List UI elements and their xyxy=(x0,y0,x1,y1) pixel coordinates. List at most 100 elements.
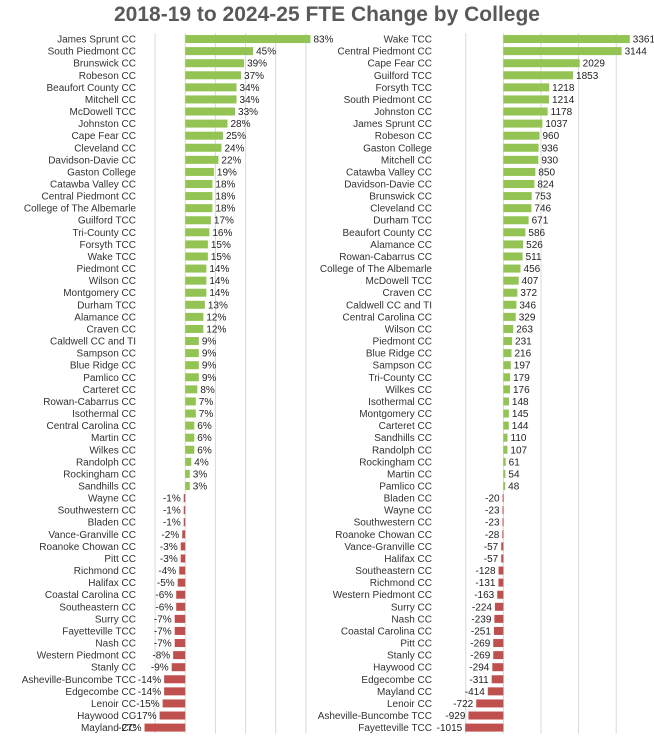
category-label: Surry CC xyxy=(391,602,432,613)
data-label: -9% xyxy=(151,663,169,674)
bar xyxy=(183,506,186,515)
bar xyxy=(183,494,186,503)
data-label: 34% xyxy=(240,83,260,94)
data-label: -14% xyxy=(138,687,161,698)
bar xyxy=(497,590,504,599)
category-label: Caldwell CC and TI xyxy=(50,337,136,348)
bar xyxy=(503,143,539,152)
bar xyxy=(503,324,514,333)
category-label: Davidson-Davie CC xyxy=(48,155,136,166)
category-label: Halifax CC xyxy=(88,578,136,589)
category-label: Alamance CC xyxy=(74,312,136,323)
bar xyxy=(503,119,543,128)
data-label: -929 xyxy=(445,711,465,722)
category-label: McDowell TCC xyxy=(70,107,137,118)
data-label: -20 xyxy=(485,494,500,505)
data-label: 3% xyxy=(193,482,208,493)
bar xyxy=(164,687,186,696)
category-label: Lenoir CC xyxy=(91,699,136,710)
data-label: 14% xyxy=(209,288,229,299)
category-label: Bladen CC xyxy=(88,518,136,529)
category-label: Brunswick CC xyxy=(73,59,136,70)
data-label: 83% xyxy=(313,35,333,46)
bar xyxy=(185,59,245,68)
bar xyxy=(185,143,222,152)
category-label: South Piedmont CC xyxy=(48,47,136,58)
category-label: Pamlico CC xyxy=(379,482,432,493)
data-label: 61 xyxy=(509,457,521,468)
bar xyxy=(159,711,186,720)
bar xyxy=(185,337,199,346)
category-label: Wilkes CC xyxy=(385,385,432,396)
data-label: 48 xyxy=(508,482,520,493)
data-label: 110 xyxy=(511,433,527,444)
data-label: 824 xyxy=(537,180,554,191)
category-label: Robeson CC xyxy=(375,131,432,142)
data-label: 37% xyxy=(244,71,264,82)
bar xyxy=(180,554,186,563)
data-label: 18% xyxy=(215,204,235,215)
category-label: Halifax CC xyxy=(384,554,432,565)
data-label: 15% xyxy=(211,252,231,263)
category-label: Southeastern CC xyxy=(59,602,136,613)
category-label: Wilson CC xyxy=(385,324,432,335)
category-label: Craven CC xyxy=(87,324,136,335)
bar xyxy=(162,699,186,708)
bar xyxy=(465,723,504,732)
data-label: 1218 xyxy=(552,83,575,94)
bar xyxy=(185,445,195,454)
data-label: 24% xyxy=(224,143,244,154)
category-label: College of The Albemarle xyxy=(24,204,137,215)
bar xyxy=(185,167,214,176)
data-label: 107 xyxy=(510,445,527,456)
category-label: South Piedmont CC xyxy=(344,95,432,106)
data-label: 39% xyxy=(247,59,267,70)
data-label: 33% xyxy=(238,107,258,118)
data-label: -163 xyxy=(474,590,494,601)
bar xyxy=(185,324,204,333)
bar xyxy=(144,723,186,732)
bar xyxy=(182,530,186,539)
category-label: Caldwell CC and TI xyxy=(346,300,432,311)
category-label: Wayne CC xyxy=(88,494,136,505)
data-label: -4% xyxy=(158,566,176,577)
data-label: 176 xyxy=(513,385,530,396)
category-label: Cape Fear CC xyxy=(368,59,432,70)
category-label: Rowan-Cabarrus CC xyxy=(339,252,432,263)
data-label: 2029 xyxy=(583,59,606,70)
data-label: 6% xyxy=(197,433,212,444)
bar xyxy=(503,361,511,370)
category-label: Wake TCC xyxy=(88,252,136,263)
data-label: 960 xyxy=(542,131,559,142)
bar xyxy=(502,530,504,539)
category-label: Southwestern CC xyxy=(354,518,432,529)
category-label: Tri-County CC xyxy=(72,228,136,239)
data-label: -28 xyxy=(485,530,500,541)
data-label: -23 xyxy=(485,518,500,529)
bar xyxy=(503,204,532,213)
category-label: Brunswick CC xyxy=(369,192,432,203)
category-label: Lenoir CC xyxy=(387,699,432,710)
data-label: 7% xyxy=(199,397,214,408)
category-label: Sandhills CC xyxy=(78,482,136,493)
bar xyxy=(492,663,504,672)
category-label: Catawba Valley CC xyxy=(346,167,432,178)
bar xyxy=(503,337,513,346)
data-label: -57 xyxy=(484,554,499,565)
category-label: Guilford TCC xyxy=(78,216,136,227)
category-label: Cleveland CC xyxy=(74,143,136,154)
data-label: 6% xyxy=(197,445,212,456)
data-label: -15% xyxy=(136,699,159,710)
data-label: -7% xyxy=(154,626,172,637)
data-label: 179 xyxy=(513,373,530,384)
data-label: -131 xyxy=(475,578,495,589)
bar xyxy=(494,602,504,611)
bar xyxy=(503,95,550,104)
data-label: 6% xyxy=(197,421,212,432)
bar xyxy=(185,119,228,128)
data-label: -224 xyxy=(472,602,492,613)
category-label: Pamlico CC xyxy=(83,373,136,384)
category-label: Guilford TCC xyxy=(374,71,432,82)
bar xyxy=(503,107,548,116)
